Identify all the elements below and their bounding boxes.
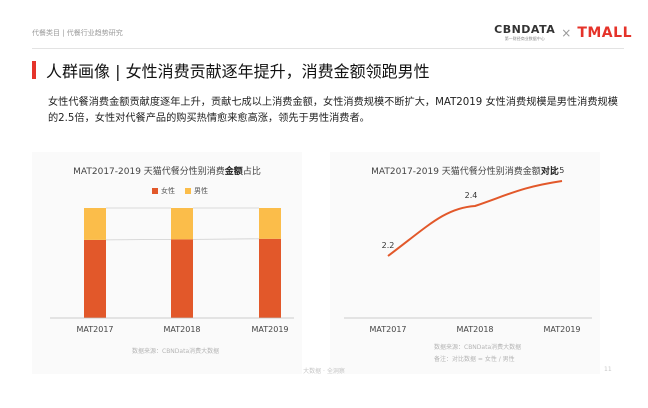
logo-separator: × bbox=[561, 25, 572, 40]
page-number: 11 bbox=[604, 366, 612, 373]
data-label: 2.4 bbox=[465, 191, 478, 200]
slide-title: 人群画像 | 女性消费贡献逐年提升，消费金额领跑男性 bbox=[46, 62, 430, 81]
chart-title-ratio-prefix: MAT2017-2019 天猫代餐分性别消费金额 bbox=[371, 167, 541, 177]
gender-share-chart-panel: MAT2017-2019 天猫代餐分性别消费金额占比 女性 男性 MAT2017… bbox=[32, 152, 302, 374]
slide-title-row: 人群画像 | 女性消费贡献逐年提升，消费金额领跑男性 bbox=[32, 58, 430, 82]
bar-male-MAT2019 bbox=[259, 208, 281, 239]
title-accent-bar bbox=[32, 61, 36, 79]
cbndata-logo-subtext: 第一财经商业数据中心 bbox=[504, 36, 545, 41]
legend-swatch-female bbox=[152, 188, 158, 194]
chart-legend: 女性 男性 bbox=[152, 186, 208, 196]
cbndata-logo-text: CBNDATA bbox=[494, 23, 556, 36]
chart-title-share-suffix: 占比 bbox=[242, 167, 261, 177]
legend-swatch-male bbox=[185, 188, 191, 194]
connector-line-mid bbox=[192, 238, 260, 240]
breadcrumb: 代餐类目 | 代餐行业趋势研究 bbox=[32, 29, 123, 37]
legend-label-male: 男性 bbox=[194, 187, 208, 195]
connector-line-mid bbox=[105, 238, 172, 241]
bar-male-MAT2018 bbox=[171, 208, 193, 240]
chart-source-ratio: 数据来源：CBNData消费大数据 bbox=[434, 344, 522, 351]
data-label: 2.2 bbox=[382, 241, 395, 250]
cbndata-logo: CBNDATA 第一财经商业数据中心 bbox=[494, 24, 555, 41]
bar-female-MAT2017 bbox=[84, 239, 106, 318]
x-tick-label: MAT2019 bbox=[544, 325, 581, 334]
header-divider bbox=[32, 48, 624, 49]
x-tick-label: MAT2018 bbox=[457, 325, 494, 334]
stacked-bar-chart: MAT2017 MAT2018 MAT2019 bbox=[50, 207, 294, 334]
x-tick-label: MAT2017 bbox=[370, 325, 407, 334]
data-label: 2.5 bbox=[552, 166, 565, 175]
chart-source-share: 数据来源：CBNData消费大数据 bbox=[132, 348, 220, 355]
chart-title-share: MAT2017-2019 天猫代餐分性别消费金额占比 bbox=[32, 164, 302, 177]
legend-item-male: 男性 bbox=[185, 186, 208, 196]
tmall-logo: TMALL bbox=[577, 24, 632, 41]
chart-note-ratio: 备注：对比数据 = 女性 / 男性 bbox=[434, 356, 515, 363]
chart-title-ratio: MAT2017-2019 天猫代餐分性别消费金额对比 bbox=[330, 164, 600, 177]
x-tick-label: MAT2019 bbox=[252, 325, 289, 334]
slide-description: 女性代餐消费金额贡献度逐年上升，贡献七成以上消费金额，女性消费规模不断扩大，MA… bbox=[48, 97, 618, 124]
bar-male-MAT2017 bbox=[84, 208, 106, 240]
legend-label-female: 女性 bbox=[161, 187, 175, 195]
bar-female-MAT2018 bbox=[171, 239, 193, 318]
footer-text: 大数据 · 全洞察 bbox=[303, 368, 345, 375]
chart-title-share-bold: 金额 bbox=[224, 167, 243, 177]
chart-title-ratio-bold: 对比 bbox=[540, 167, 559, 177]
x-tick-label: MAT2017 bbox=[77, 325, 114, 334]
chart-title-share-prefix: MAT2017-2019 天猫代餐分性别消费 bbox=[73, 167, 225, 177]
x-tick-label: MAT2018 bbox=[164, 325, 201, 334]
legend-item-female: 女性 bbox=[152, 186, 175, 196]
gender-ratio-chart-panel: MAT2017-2019 天猫代餐分性别消费金额对比 2.2 2.4 2.5 MAT2… bbox=[330, 152, 600, 374]
bar-female-MAT2019 bbox=[259, 238, 281, 318]
ratio-line-chart: 2.2 2.4 2.5 MAT2017 MAT2018 MAT2019 bbox=[344, 166, 592, 334]
partner-logos: CBNDATA 第一财经商业数据中心 × TMALL bbox=[494, 24, 632, 41]
